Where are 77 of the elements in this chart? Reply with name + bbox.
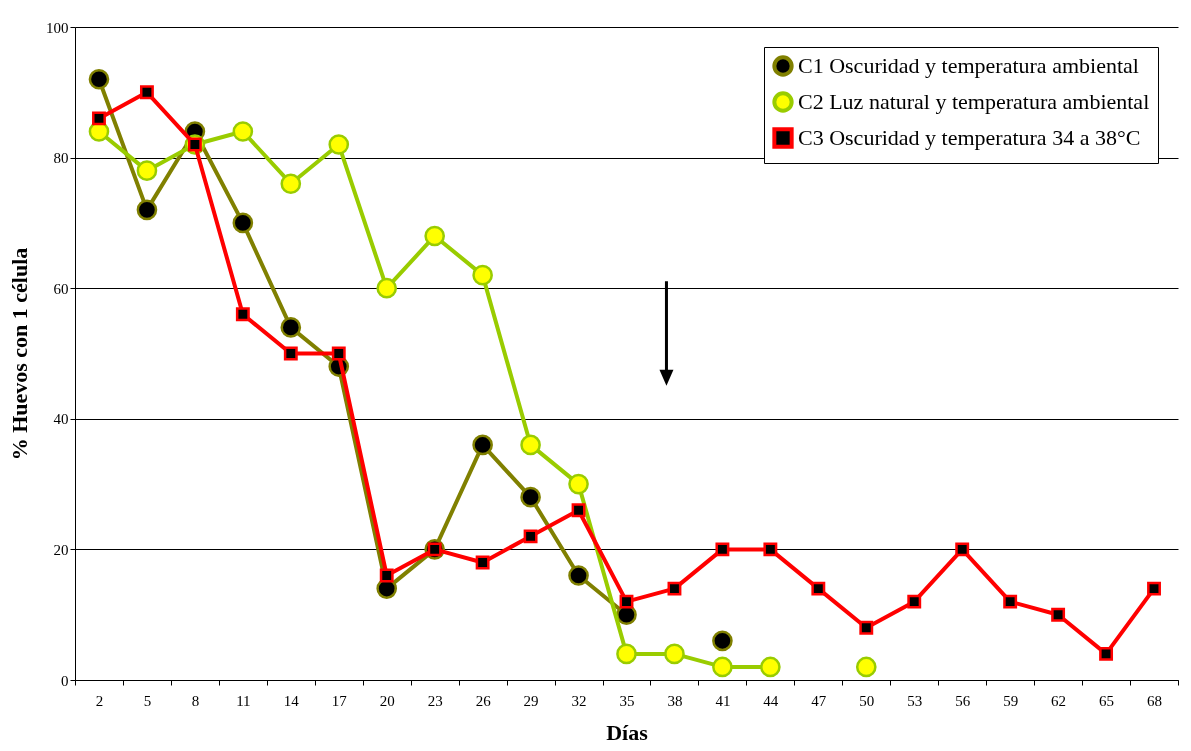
y-axis-title: % Huevos con 1 célula: [7, 247, 32, 461]
y-tick-label: 40: [53, 411, 69, 428]
legend-label: C1 Oscuridad y temperatura ambiental: [798, 53, 1139, 78]
point: [472, 264, 493, 286]
x-tick-label: 47: [811, 692, 827, 709]
point: [136, 160, 158, 181]
x-tick-label: 2: [95, 692, 104, 709]
legend-label: C2 Luz natural y temperatura ambiental: [798, 89, 1150, 114]
x-tick-label: 14: [283, 692, 300, 709]
x-tick-label: 5: [143, 692, 152, 709]
point: [859, 620, 874, 635]
x-tick-label: 62: [1051, 692, 1067, 709]
point: [328, 134, 350, 155]
x-tick-label: 35: [619, 692, 635, 709]
point: [1147, 581, 1161, 596]
point: [568, 565, 589, 586]
x-tick-label: 38: [667, 692, 683, 709]
point: [232, 212, 254, 234]
x-tick-label: 59: [1003, 692, 1019, 709]
x-tick-label: 8: [191, 692, 200, 709]
point: [331, 346, 346, 361]
y-tick-label: 60: [53, 280, 69, 297]
point: [88, 68, 110, 90]
point: [280, 173, 302, 195]
point: [1051, 607, 1066, 622]
point: [664, 643, 685, 665]
y-tick-label: 80: [53, 150, 69, 167]
point: [424, 225, 446, 247]
point: [715, 542, 730, 557]
point: [232, 121, 254, 142]
point: [235, 307, 250, 322]
x-tick-label: 56: [955, 692, 971, 709]
x-tick-label: 32: [571, 692, 587, 709]
point: [520, 486, 541, 508]
y-tick-label: 100: [46, 19, 69, 36]
x-tick-label: 17: [331, 692, 348, 709]
x-tick-label: 23: [427, 692, 443, 709]
y-tick-label: 20: [53, 541, 69, 558]
x-tick-label: 50: [859, 692, 875, 709]
point: [712, 656, 733, 678]
point: [472, 434, 493, 456]
point: [523, 529, 538, 544]
x-tick-label: 44: [763, 692, 779, 709]
y-tick-label: 0: [61, 672, 69, 689]
point: [280, 317, 302, 338]
point: [1003, 594, 1018, 609]
point: [667, 581, 682, 596]
point: [520, 434, 541, 456]
x-tick-label: 20: [379, 692, 395, 709]
x-tick-label: 65: [1099, 692, 1115, 709]
point: [139, 85, 154, 100]
point: [475, 555, 490, 570]
point: [136, 199, 158, 221]
x-tick-label: 29: [523, 692, 539, 709]
x-tick-label: 41: [715, 692, 731, 709]
point: [616, 643, 637, 665]
point: [712, 630, 733, 652]
legend-label: C3 Oscuridad y temperatura 34 a 38°C: [798, 125, 1141, 150]
x-tick-label: 11: [236, 692, 251, 709]
point: [92, 111, 106, 126]
point: [568, 473, 589, 495]
point: [763, 542, 778, 557]
point: [907, 594, 922, 609]
point: [760, 656, 781, 678]
x-tick-label: 68: [1147, 692, 1163, 709]
point: [855, 656, 877, 678]
point: [619, 594, 634, 609]
point: [1099, 646, 1114, 661]
point: [379, 568, 394, 583]
x-tick-label: 53: [907, 692, 923, 709]
x-tick-label: 26: [475, 692, 492, 709]
point: [283, 346, 298, 361]
point: [811, 581, 826, 596]
x-axis-title: Días: [606, 719, 649, 745]
point: [571, 503, 586, 518]
point: [376, 277, 398, 299]
point: [955, 542, 970, 557]
